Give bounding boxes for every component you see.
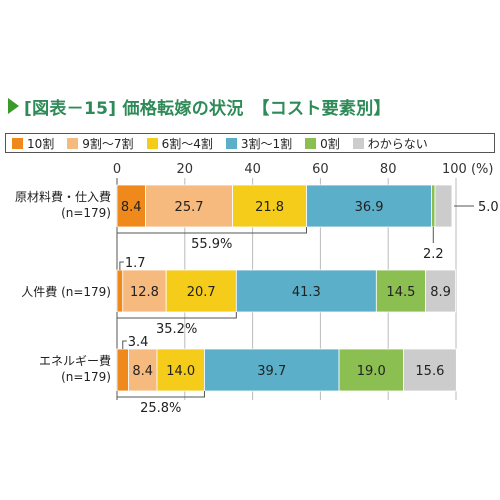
x-unit-label: 100 (%)	[442, 162, 493, 177]
data-label: 21.8	[255, 200, 284, 215]
legend-label: 0割	[320, 136, 340, 151]
data-label: 15.6	[415, 364, 444, 379]
bar-segment	[128, 348, 158, 392]
bar-segment	[116, 269, 124, 313]
chart-title: [図表－15] 価格転嫁の状況 【コスト要素別】	[8, 95, 391, 119]
legend-swatch	[146, 137, 158, 149]
category-label: 原材料費・仕入費	[15, 189, 111, 204]
bar-segment	[232, 184, 307, 228]
legend-label: わからない	[367, 136, 428, 151]
legend-item: 3割～1割	[225, 135, 293, 152]
bracket-label: 35.2%	[156, 322, 197, 337]
legend-item: 10割	[12, 135, 54, 152]
data-label: 20.7	[187, 285, 216, 300]
bracket-label: 25.8%	[140, 401, 181, 416]
legend-item: 0割	[305, 135, 340, 152]
legend-label: 3割～1割	[240, 136, 293, 151]
x-tick-label: 40	[244, 162, 261, 177]
x-tick-label: 60	[312, 162, 329, 177]
bracket-line	[116, 391, 205, 398]
legend-label: 9割～7割	[82, 136, 134, 151]
legend-item: 6割～4割	[146, 135, 213, 152]
title-text: [図表－15] 価格転嫁の状況 【コスト要素別】	[24, 98, 391, 119]
bar-segment	[145, 184, 233, 228]
callout-line	[122, 340, 127, 349]
data-label: 8.4	[132, 364, 153, 379]
data-label: 8.9	[430, 285, 451, 300]
x-tick-label: 80	[380, 162, 397, 177]
category-label: (n=179)	[61, 370, 111, 384]
triangle-arrow-icon	[8, 98, 19, 114]
callout-line	[119, 261, 124, 270]
data-label: 41.3	[292, 285, 321, 300]
bar-segment	[403, 348, 457, 392]
data-label: 8.4	[121, 200, 142, 215]
bar-segment	[425, 269, 457, 313]
data-label: 12.8	[130, 285, 159, 300]
data-label: 14.5	[386, 285, 415, 300]
bar-segment	[122, 269, 167, 313]
callout-label: 1.7	[125, 256, 146, 271]
bar-segment	[375, 269, 426, 313]
category-label: エネルギー費	[39, 353, 111, 368]
callout-label: 3.4	[128, 335, 149, 350]
data-label: 19.0	[357, 364, 386, 379]
data-label: 25.7	[175, 200, 204, 215]
bracket-line	[116, 312, 237, 319]
legend: 10割 9割～7割 6割～4割 3割～1割 0割 わからない	[5, 133, 495, 153]
legend-item: 9割～7割	[67, 135, 134, 152]
legend-swatch	[352, 137, 364, 149]
bar-segment	[116, 184, 146, 228]
bar-segment	[235, 269, 377, 313]
bracket-line	[116, 227, 308, 234]
legend-swatch	[305, 137, 317, 149]
data-label: 39.7	[257, 364, 286, 379]
bar-segment	[116, 348, 129, 392]
legend-label: 6割～4割	[161, 136, 213, 151]
data-label: 36.9	[355, 200, 384, 215]
bar-segment	[434, 184, 453, 228]
data-label: 5.0	[478, 200, 499, 215]
legend-label: 10割	[27, 136, 55, 151]
callout-label: 2.2	[423, 247, 444, 262]
legend-swatch	[67, 137, 79, 149]
bar-segment	[431, 184, 436, 228]
data-label: 14.0	[166, 364, 195, 379]
category-label: (n=179)	[61, 206, 111, 220]
legend-swatch	[12, 137, 23, 149]
x-tick-label: 0	[113, 162, 121, 177]
bar-segment	[165, 269, 237, 313]
x-tick-label: 20	[177, 162, 194, 177]
legend-swatch	[225, 137, 237, 149]
category-label: 人件費 (n=179)	[21, 284, 111, 299]
legend-item: わからない	[352, 135, 428, 152]
bracket-label: 55.9%	[191, 237, 232, 252]
bar-segment	[338, 348, 404, 392]
